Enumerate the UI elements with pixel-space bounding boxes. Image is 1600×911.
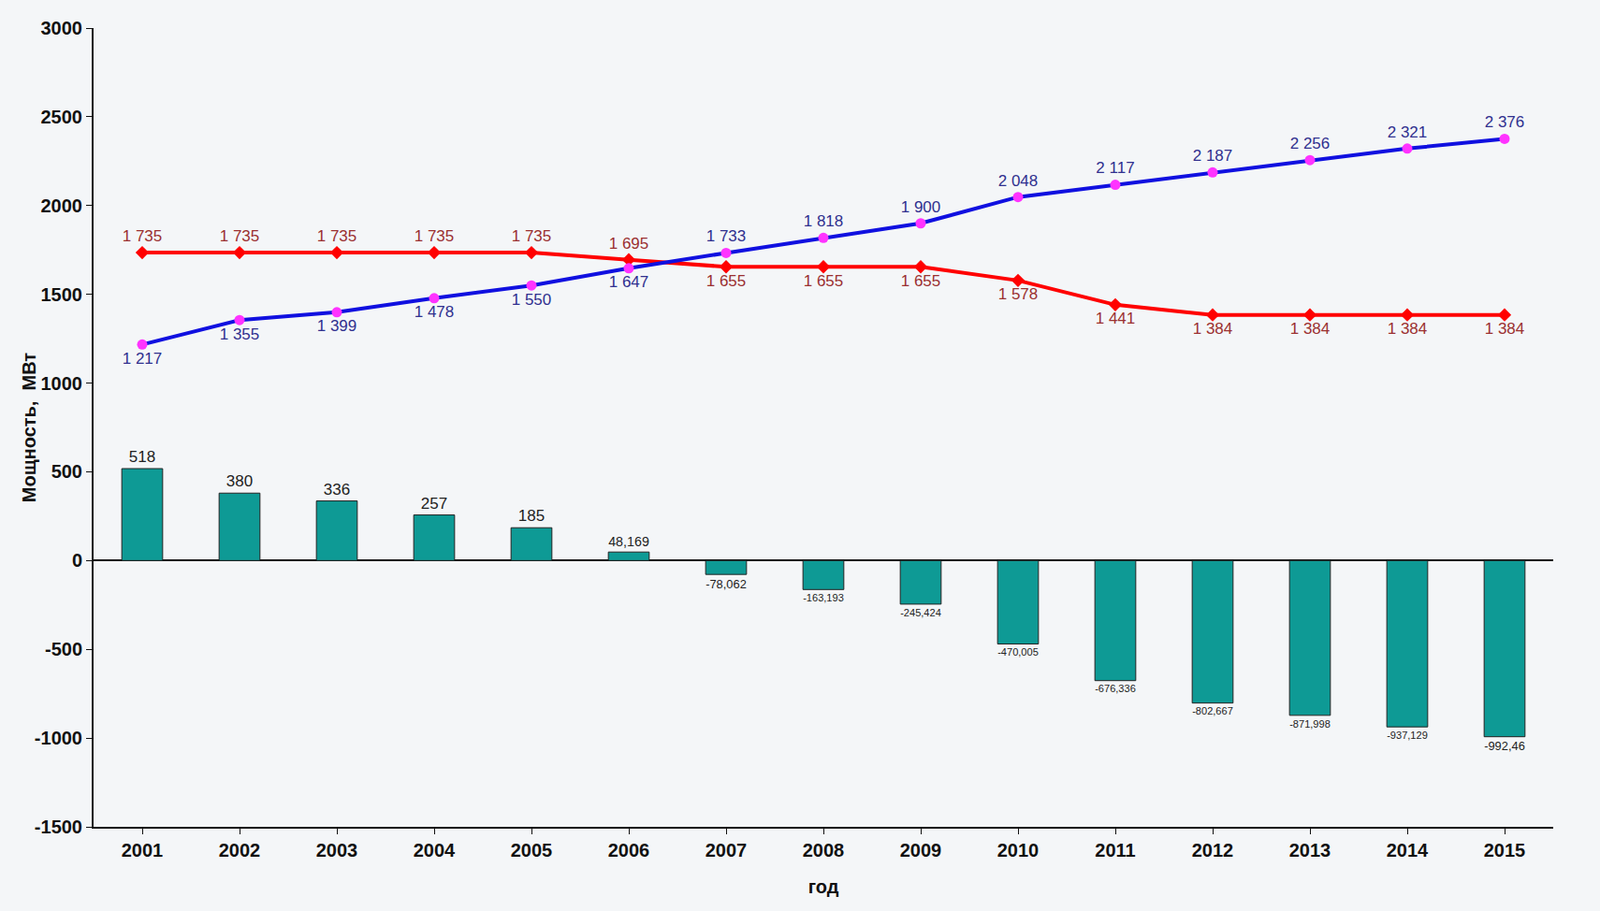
svg-text:2009: 2009: [900, 840, 943, 861]
svg-text:1 735: 1 735: [317, 227, 358, 246]
svg-text:2004: 2004: [413, 840, 456, 861]
svg-text:-500: -500: [44, 639, 83, 660]
svg-text:2013: 2013: [1289, 840, 1332, 861]
svg-text:1500: 1500: [41, 284, 84, 306]
svg-text:2008: 2008: [802, 840, 845, 861]
svg-text:336: 336: [323, 480, 350, 499]
svg-text:2010: 2010: [997, 840, 1040, 861]
svg-text:-470,005: -470,005: [997, 646, 1039, 658]
svg-text:1 735: 1 735: [219, 227, 261, 246]
svg-text:1000: 1000: [41, 373, 84, 394]
svg-text:2 187: 2 187: [1192, 146, 1234, 165]
svg-text:1 384: 1 384: [1192, 320, 1234, 338]
svg-text:1 900: 1 900: [901, 198, 942, 217]
svg-text:1 399: 1 399: [317, 317, 358, 335]
svg-text:-802,667: -802,667: [1192, 705, 1234, 717]
svg-text:1 735: 1 735: [122, 227, 163, 246]
svg-text:1 384: 1 384: [1290, 320, 1331, 338]
svg-text:-245,424: -245,424: [900, 607, 942, 619]
svg-text:48,169: 48,169: [608, 534, 650, 550]
svg-text:1 384: 1 384: [1387, 320, 1428, 338]
svg-text:1 355: 1 355: [219, 325, 261, 344]
svg-text:185: 185: [518, 507, 545, 525]
svg-text:0: 0: [72, 550, 83, 571]
svg-text:2 376: 2 376: [1484, 113, 1526, 131]
svg-text:2011: 2011: [1094, 840, 1135, 861]
svg-text:год: год: [808, 876, 840, 898]
svg-text:2007: 2007: [705, 840, 748, 861]
svg-text:1 655: 1 655: [706, 272, 747, 291]
svg-text:1 655: 1 655: [803, 272, 844, 291]
svg-text:380: 380: [226, 472, 253, 491]
svg-text:-937,129: -937,129: [1386, 729, 1428, 742]
svg-text:1 735: 1 735: [414, 227, 455, 246]
svg-text:2500: 2500: [41, 106, 84, 128]
svg-text:-1500: -1500: [34, 816, 83, 838]
svg-text:1 578: 1 578: [998, 285, 1039, 304]
svg-text:1 550: 1 550: [511, 290, 553, 309]
svg-text:1 733: 1 733: [706, 227, 747, 246]
svg-text:500: 500: [51, 461, 83, 482]
svg-text:-992,46: -992,46: [1483, 739, 1526, 754]
svg-text:3000: 3000: [41, 17, 84, 39]
svg-text:2 117: 2 117: [1095, 159, 1135, 177]
svg-text:1 818: 1 818: [803, 212, 844, 231]
svg-text:518: 518: [129, 448, 156, 466]
svg-text:2002: 2002: [218, 840, 262, 861]
svg-text:2 321: 2 321: [1387, 123, 1428, 142]
svg-text:2003: 2003: [316, 840, 359, 861]
svg-text:257: 257: [421, 494, 448, 513]
svg-text:2012: 2012: [1192, 840, 1235, 861]
svg-text:1 655: 1 655: [901, 272, 942, 291]
svg-text:2000: 2000: [41, 195, 84, 217]
svg-text:1 478: 1 478: [414, 303, 455, 321]
svg-text:2 256: 2 256: [1290, 134, 1331, 153]
svg-text:2 048: 2 048: [998, 172, 1039, 190]
svg-text:2005: 2005: [510, 840, 553, 861]
svg-text:-676,336: -676,336: [1094, 683, 1136, 695]
svg-text:2014: 2014: [1386, 840, 1429, 861]
svg-text:1 647: 1 647: [609, 273, 650, 291]
svg-text:1 217: 1 217: [122, 349, 163, 368]
svg-text:1 735: 1 735: [511, 227, 553, 246]
svg-text:2015: 2015: [1483, 840, 1527, 861]
svg-text:2006: 2006: [608, 840, 651, 861]
svg-text:-871,998: -871,998: [1289, 718, 1331, 730]
svg-text:-78,062: -78,062: [705, 577, 747, 592]
svg-text:1 695: 1 695: [609, 234, 650, 253]
svg-text:-1000: -1000: [34, 727, 83, 749]
svg-text:1 384: 1 384: [1484, 320, 1526, 338]
svg-text:Мощность, МВт: Мощность, МВт: [18, 352, 40, 504]
svg-text:-163,193: -163,193: [802, 592, 844, 604]
svg-text:2001: 2001: [121, 840, 164, 861]
svg-text:1 441: 1 441: [1095, 309, 1136, 328]
